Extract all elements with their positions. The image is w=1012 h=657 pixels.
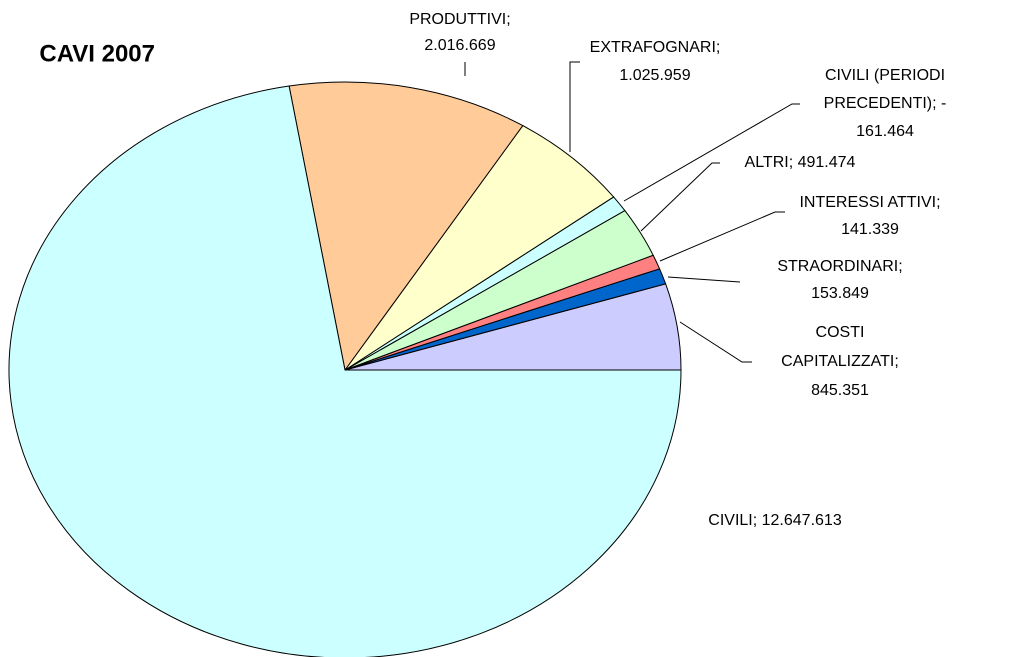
data-label: COSTI: [816, 324, 865, 341]
leader-line: [679, 321, 752, 363]
data-label: CIVILI; 12.647.613: [708, 512, 842, 529]
data-label: PRECEDENTI); -: [824, 95, 947, 112]
data-label: PRODUTTIVI;: [409, 11, 510, 28]
leader-line: [640, 162, 720, 232]
data-label: 141.339: [841, 221, 899, 238]
data-label: INTERESSI ATTIVI;: [799, 194, 940, 211]
pie-slice: [288, 81, 524, 372]
leader-line: [623, 103, 800, 202]
data-label: 153.849: [811, 285, 869, 302]
chart-title: CAVI 2007: [39, 40, 155, 67]
data-label: STRAORDINARI;: [777, 258, 902, 275]
data-label: CAPITALIZZATI;: [781, 353, 899, 370]
data-label: 1.025.959: [619, 67, 690, 84]
leader-line: [569, 61, 580, 152]
leader-line: [667, 276, 741, 283]
data-label: ALTRI; 491.474: [745, 154, 856, 171]
data-label: 845.351: [811, 382, 869, 399]
data-label: 161.464: [856, 123, 914, 140]
pie-slice: [8, 85, 682, 657]
data-label: 2.016.669: [424, 37, 495, 54]
data-label: EXTRAFOGNARI;: [590, 39, 721, 56]
data-label: CIVILI (PERIODI: [825, 67, 945, 84]
pie-slice: [344, 124, 615, 371]
leader-line: [659, 211, 785, 262]
